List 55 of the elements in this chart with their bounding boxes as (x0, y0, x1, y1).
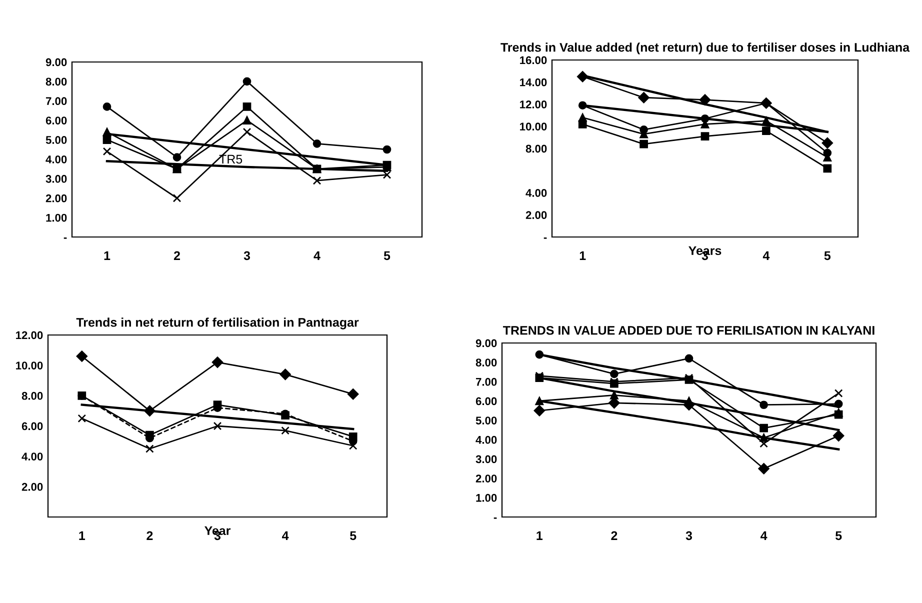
y-tick-label: 14.00 (520, 78, 547, 86)
y-tick-label: - (494, 517, 497, 519)
x-tick-label: 4 (762, 251, 770, 260)
y-tick-label: 4.00 (22, 452, 43, 460)
y-tick-label: 9.00 (476, 339, 497, 348)
y-tick-label: 8.00 (526, 144, 547, 153)
y-tick-label: - (544, 237, 547, 239)
y-tick-label: 9.00 (46, 58, 67, 66)
y-tick-label: 6.00 (476, 397, 497, 406)
x-tick-label: 2 (146, 531, 153, 540)
y-tick-label: 10.00 (520, 122, 547, 131)
x-tick-label: 4 (282, 531, 289, 540)
chart-title: Trends in Value added (net return) due to fertiliser doses in Ludhiana (500, 42, 910, 54)
x-tick-label: 1 (580, 251, 586, 260)
y-tick-label: 4.00 (526, 189, 547, 197)
x-tick-label: 3 (686, 531, 692, 540)
x-tick-label: 1 (79, 531, 86, 540)
y-tick-label: 12.00 (16, 331, 43, 340)
y-tick-label: 16.00 (520, 56, 547, 64)
y-tick-label: 8.00 (476, 358, 497, 366)
y-tick-label: 4.00 (46, 155, 67, 164)
x-tick-label: 1 (104, 251, 110, 260)
y-tick-label: 4.00 (476, 436, 497, 444)
annotation: TR5 (219, 154, 242, 164)
x-tick-label: 2 (611, 531, 618, 540)
x-tick-label: 1 (536, 531, 543, 540)
chart-title: TRENDS IN VALUE ADDED DUE TO FERILISATION IN KALYANI (503, 326, 874, 335)
y-tick-label: 2.00 (46, 194, 67, 202)
x-tick-label: 4 (314, 251, 320, 260)
y-tick-label: 10.00 (16, 362, 43, 370)
y-tick-label: 5.00 (476, 416, 497, 424)
x-tick-label: 4 (760, 531, 768, 540)
y-tick-label: 1.00 (476, 494, 497, 502)
y-tick-label: 6.00 (46, 116, 67, 124)
y-tick-label: 1.00 (46, 214, 67, 222)
y-tick-label: 5.00 (46, 136, 67, 144)
y-tick-label: 7.00 (46, 97, 67, 106)
x-tick-label: 5 (350, 531, 356, 540)
y-tick-label: 6.00 (22, 422, 43, 430)
y-tick-label: 7.00 (476, 378, 497, 386)
y-tick-label: 2.00 (476, 474, 497, 482)
y-tick-label: 8.00 (22, 392, 43, 400)
x-tick-label: 2 (174, 251, 180, 260)
x-tick-label: 5 (836, 531, 842, 540)
y-tick-label: 2.00 (526, 211, 547, 220)
y-tick-label: 3.00 (476, 455, 497, 464)
x-tick-label: 5 (824, 251, 831, 260)
chart-title: Trends in net return of fertilisation in Pantnagar (76, 318, 359, 330)
x-tick-label: 3 (244, 251, 250, 260)
y-tick-label: 12.00 (520, 100, 547, 108)
y-tick-label: 8.00 (46, 78, 67, 86)
y-tick-label: 2.00 (22, 482, 43, 491)
y-tick-label: - (64, 237, 67, 239)
y-tick-label: 3.00 (46, 174, 67, 183)
x-tick-label: 5 (384, 251, 390, 260)
